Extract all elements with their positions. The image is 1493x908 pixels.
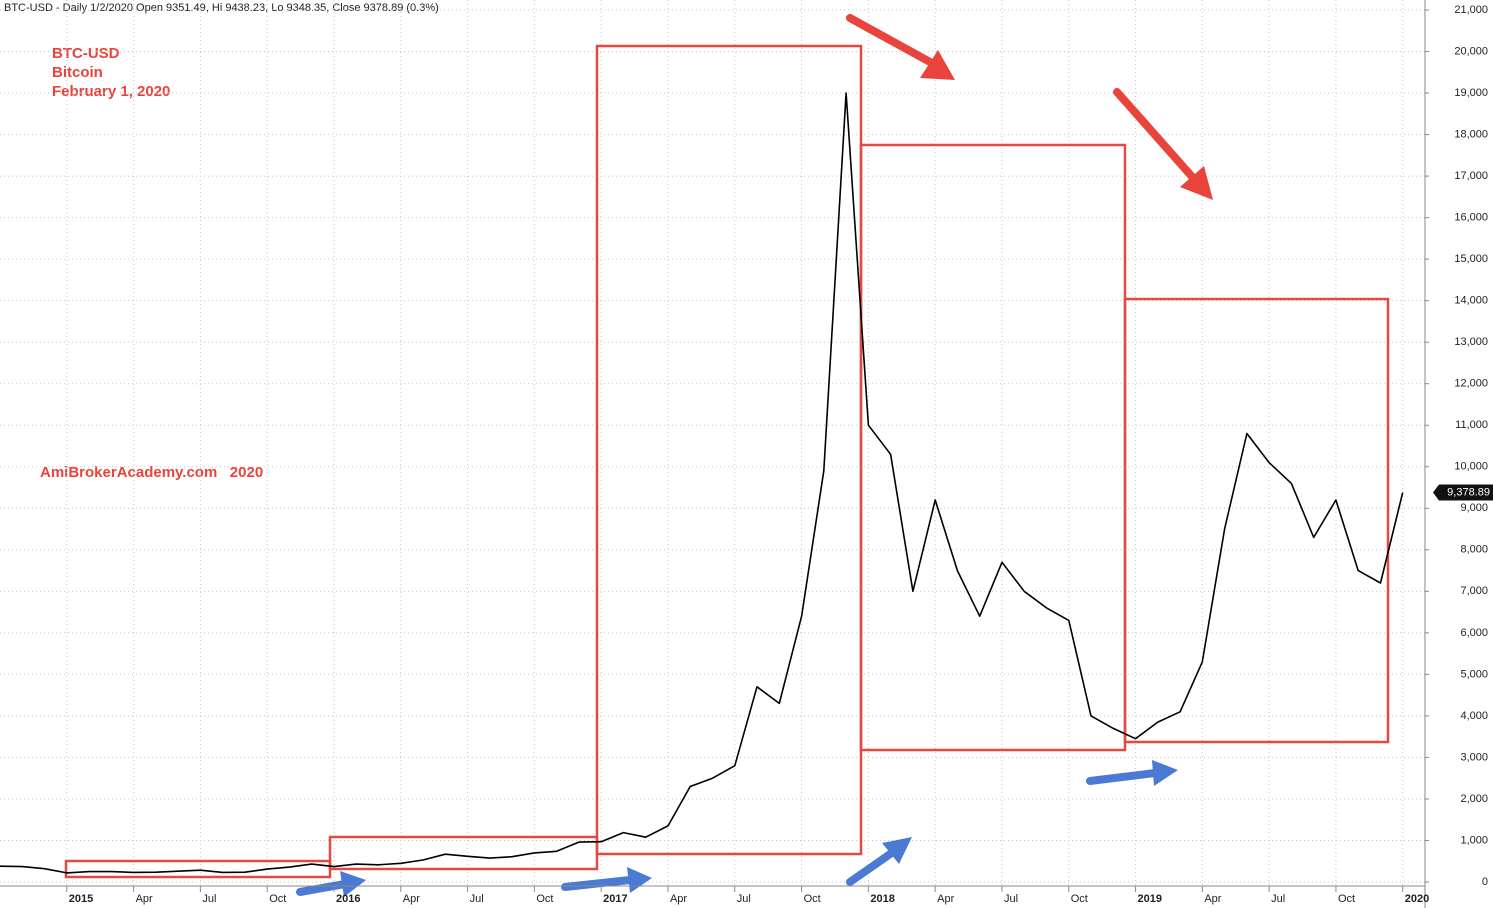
y-tick-label: 10,000 [1454, 461, 1488, 473]
x-tick-label: Oct [1338, 893, 1355, 905]
y-tick-label: 21,000 [1454, 4, 1488, 16]
x-tick-label: Oct [269, 893, 286, 905]
y-tick-label: 11,000 [1455, 419, 1488, 431]
x-tick-label: 2018 [870, 893, 894, 905]
annotation: February 1, 2020 [52, 83, 170, 100]
price-line [0, 92, 1404, 874]
y-tick-label: 4,000 [1460, 710, 1488, 722]
annotation: BTC-USD [52, 45, 120, 62]
x-tick-label: Oct [536, 893, 553, 905]
blue-arrow [296, 871, 366, 897]
blue-arrow [846, 837, 912, 886]
x-tick-label: Jul [737, 893, 751, 905]
x-tick-label: Apr [670, 893, 687, 905]
price-tag-label: 9,378.89 [1447, 486, 1490, 498]
y-tick-label: 6,000 [1460, 627, 1488, 639]
y-tick-label: 0 [1482, 876, 1488, 888]
blue-arrow [561, 867, 652, 893]
y-tick-label: 7,000 [1460, 585, 1488, 597]
x-tick-label: 2020 [1405, 893, 1429, 905]
x-tick-label: Oct [1071, 893, 1088, 905]
y-tick-label: 16,000 [1454, 212, 1488, 224]
annotation: AmiBrokerAcademy.com 2020 [40, 464, 263, 481]
y-tick-label: 3,000 [1460, 751, 1488, 763]
y-tick-label: 13,000 [1454, 336, 1488, 348]
y-tick-label: 18,000 [1454, 128, 1488, 140]
y-tick-label: 5,000 [1460, 668, 1488, 680]
x-tick-label: 2015 [69, 893, 93, 905]
x-tick-label: Oct [804, 893, 821, 905]
x-tick-label: Jul [202, 893, 216, 905]
x-tick-label: Apr [403, 893, 420, 905]
y-tick-label: 2,000 [1460, 793, 1488, 805]
x-tick-label: 2017 [603, 893, 627, 905]
range-box [595, 44, 863, 856]
x-tick-label: Jul [1271, 893, 1285, 905]
y-tick-label: 1,000 [1460, 834, 1488, 846]
y-tick-label: 20,000 [1454, 45, 1488, 57]
chart-subtitle: BTC-USD - Daily 1/2/2020 Open 9351.49, H… [4, 2, 439, 14]
range-box [859, 143, 1127, 752]
range-box [64, 859, 332, 879]
y-tick-label: 15,000 [1454, 253, 1488, 265]
x-tick-label: 2016 [336, 893, 360, 905]
y-tick-label: 19,000 [1454, 87, 1488, 99]
annotation: Bitcoin [52, 64, 103, 81]
red-arrow [846, 14, 955, 80]
arrows [296, 14, 1213, 897]
x-tick-label: Apr [136, 893, 153, 905]
x-tick-label: Apr [937, 893, 954, 905]
boxes [64, 44, 1390, 879]
y-tick-label: 14,000 [1454, 295, 1488, 307]
price-tag [1433, 484, 1493, 501]
blue-arrow [1086, 760, 1178, 786]
x-tick-label: Jul [1004, 893, 1018, 905]
range-box [1123, 297, 1390, 744]
y-tick-label: 8,000 [1460, 544, 1488, 556]
y-tick-label: 17,000 [1454, 170, 1488, 182]
red-arrow [1113, 88, 1213, 200]
x-tick-label: Apr [1204, 893, 1221, 905]
x-tick-label: 2019 [1138, 893, 1162, 905]
y-tick-label: 9,000 [1460, 502, 1488, 514]
y-tick-label: 12,000 [1454, 378, 1488, 390]
x-tick-label: Jul [470, 893, 484, 905]
